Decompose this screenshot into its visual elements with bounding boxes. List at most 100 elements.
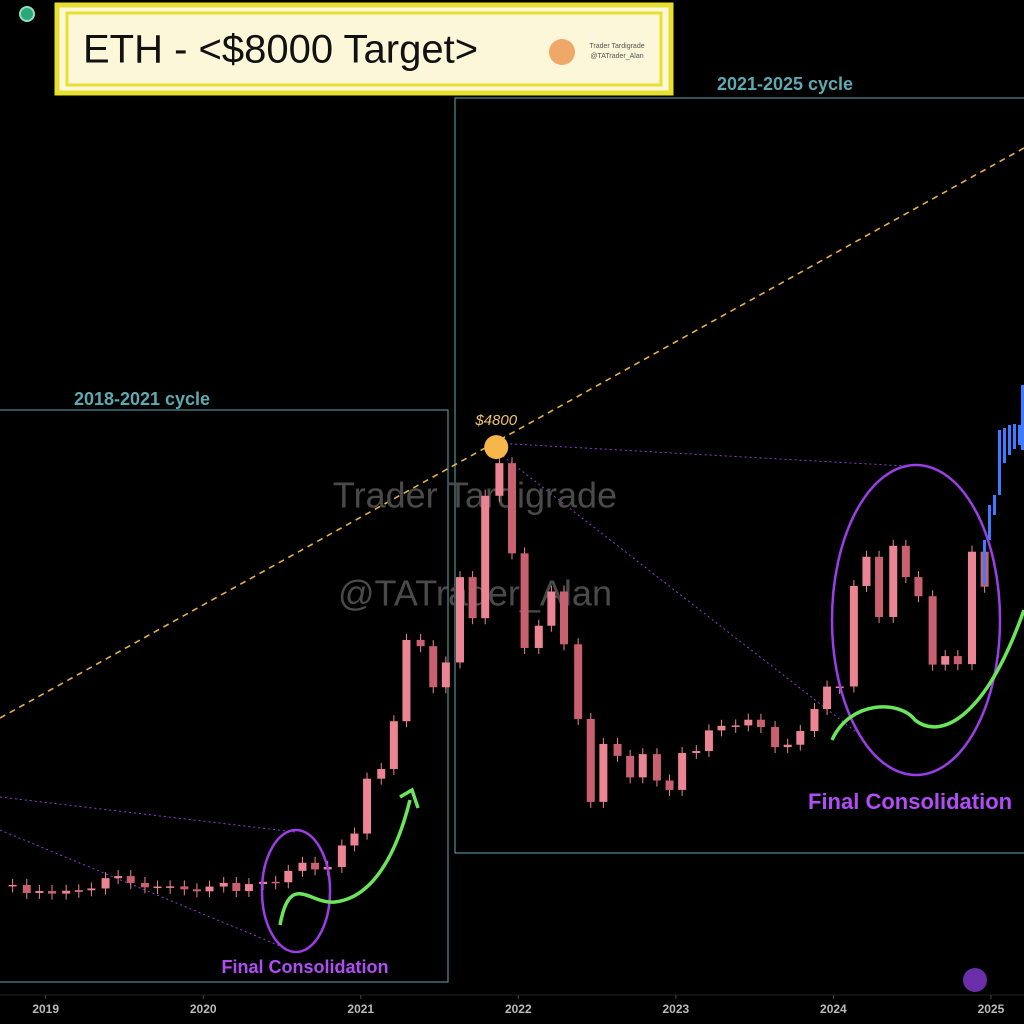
logo-text: @TATrader_Alan [590, 53, 643, 60]
candle [377, 768, 386, 779]
candle [914, 577, 923, 597]
candle [140, 882, 149, 888]
candle [192, 889, 201, 892]
candle [810, 709, 819, 732]
box-label: 2021-2025 cycle [717, 74, 853, 94]
candle [941, 656, 950, 665]
candle [244, 884, 253, 892]
x-tick-label: 2019 [32, 1002, 59, 1016]
candle [559, 591, 568, 645]
candle [901, 545, 910, 578]
logo-text: Trader Tardigrade [589, 43, 644, 50]
candle [350, 833, 359, 846]
candle [783, 744, 792, 748]
candle [271, 881, 280, 884]
x-tick-label: 2025 [978, 1002, 1005, 1016]
candle [101, 878, 110, 889]
candle [599, 743, 608, 802]
candle [180, 886, 189, 890]
candle [441, 662, 450, 688]
candle [74, 890, 83, 892]
candle [284, 870, 293, 883]
status-dot [19, 6, 35, 22]
candle [875, 556, 884, 617]
candle [862, 556, 871, 586]
candle [678, 753, 687, 790]
x-tick-label: 2021 [347, 1002, 374, 1016]
candle [652, 754, 661, 781]
arrow [830, 609, 1024, 741]
candle [87, 888, 96, 891]
candle [126, 876, 135, 883]
peak-marker [484, 435, 509, 460]
x-tick-label: 2022 [505, 1002, 532, 1016]
candle [520, 553, 529, 648]
arrow [278, 799, 412, 926]
candle [389, 721, 398, 769]
candle [205, 886, 214, 892]
candle [953, 656, 962, 665]
candle [731, 725, 740, 727]
candle [62, 890, 71, 894]
candle [114, 876, 123, 879]
cycle-box [0, 409, 449, 983]
candle [796, 731, 805, 745]
candle [481, 495, 490, 619]
candle [219, 882, 228, 887]
candle [47, 891, 56, 894]
x-tick-label: 2024 [820, 1002, 847, 1016]
candle [166, 886, 175, 888]
candle [508, 463, 516, 554]
candle [626, 755, 635, 778]
candle [823, 686, 832, 710]
box-label: 2018-2021 cycle [74, 389, 210, 409]
title: ETH - <$8000 Target> [83, 28, 478, 72]
candle [468, 577, 477, 619]
arrow-head [399, 787, 420, 809]
candle [665, 780, 674, 790]
candle [534, 625, 543, 648]
candle [402, 639, 411, 722]
candle [744, 719, 753, 726]
cycle-box [454, 97, 1024, 854]
app-icon[interactable] [963, 968, 987, 992]
candles [8, 457, 989, 900]
candle [311, 862, 320, 870]
candle [298, 862, 307, 871]
candle [968, 551, 977, 665]
candle [547, 591, 556, 626]
trend-line [0, 147, 1024, 719]
annotation: Final Consolidation [222, 957, 389, 977]
candle [586, 718, 595, 802]
candle [613, 743, 622, 756]
candle [35, 891, 44, 893]
candle [771, 727, 780, 748]
candle [8, 884, 17, 887]
candle [337, 845, 346, 867]
highlight-ellipse [260, 828, 332, 954]
candle [756, 719, 765, 728]
x-tick-label: 2023 [662, 1002, 689, 1016]
title-box-inner [65, 11, 663, 87]
candle [232, 882, 241, 892]
candle [574, 644, 583, 719]
candle [22, 884, 31, 893]
logo-icon [549, 39, 575, 65]
candle [456, 577, 465, 663]
candle [704, 730, 713, 752]
candle [928, 596, 937, 665]
candle [692, 751, 701, 754]
projection [983, 385, 1024, 585]
candle [849, 585, 858, 687]
candle [416, 639, 425, 647]
peak-label: $4800 [474, 412, 517, 429]
candle [495, 463, 504, 496]
watermark: Trader Tardigrade [333, 475, 617, 516]
highlight-ellipse [830, 463, 1002, 777]
annotation: Final Consolidation [808, 789, 1012, 814]
candle [638, 754, 647, 778]
candle [429, 646, 438, 688]
candle [717, 725, 726, 731]
